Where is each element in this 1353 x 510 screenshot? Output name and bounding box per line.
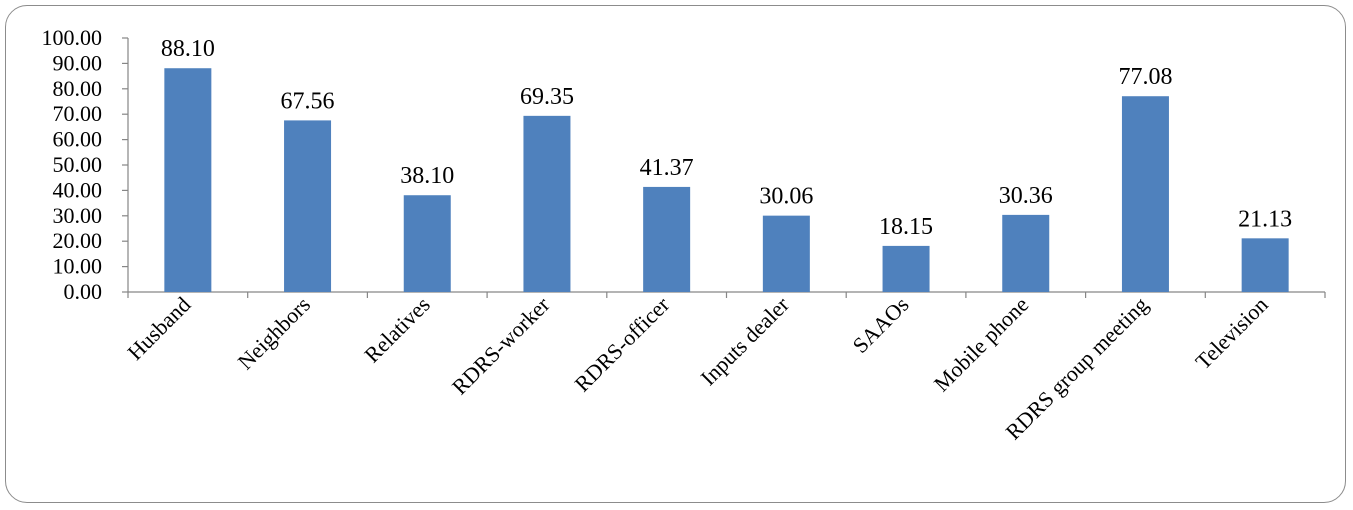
data-label: 21.13 [1238, 206, 1292, 232]
bars-group [164, 68, 1289, 292]
y-tick-label: 70.00 [53, 101, 103, 126]
data-label: 88.10 [161, 36, 215, 62]
category-label: Mobile phone [929, 292, 1034, 397]
bar-husband [164, 68, 212, 292]
bar-rdrs-officer [643, 186, 691, 292]
category-label: RDRS-worker [447, 291, 555, 399]
data-label: 41.37 [640, 155, 694, 181]
bar-relatives [403, 195, 451, 292]
data-label: 30.36 [999, 183, 1053, 209]
y-tick-label: 20.00 [53, 228, 103, 253]
data-label: 77.08 [1118, 64, 1172, 90]
y-tick-label: 50.00 [53, 152, 103, 177]
y-tick-label: 80.00 [53, 76, 103, 101]
y-tick-label: 40.00 [53, 177, 103, 202]
y-tick-label: 0.00 [64, 279, 103, 304]
x-axis [127, 291, 1326, 298]
data-label: 38.10 [400, 163, 454, 189]
category-label: Neighbors [233, 292, 315, 374]
category-label: SAAOs [847, 292, 913, 358]
y-tick-label: 30.00 [53, 203, 103, 228]
category-label: Relatives [359, 292, 435, 368]
bar-saaos [882, 245, 930, 292]
y-tick-label: 90.00 [53, 50, 103, 75]
data-labels-group: 88.10 67.56 38.10 69.35 41.37 30.06 18.15 30.36… [161, 36, 1292, 240]
bar-neighbors [284, 120, 332, 292]
y-tick-label: 100.00 [42, 25, 103, 50]
y-tick-label: 60.00 [53, 127, 103, 152]
bar-rdrs-worker [523, 115, 571, 292]
bar-television [1241, 238, 1289, 292]
category-label: Husband [122, 292, 195, 365]
bar-inputs-dealer [762, 215, 810, 292]
data-label: 67.56 [281, 88, 335, 114]
y-axis: 0.0010.0020.0030.0040.0050.0060.0070.008… [42, 25, 129, 304]
category-label: Inputs dealer [695, 291, 794, 390]
data-label: 18.15 [879, 214, 933, 240]
bar-rdrs-group-meeting [1121, 96, 1169, 292]
y-tick-label: 10.00 [53, 254, 103, 279]
category-label: RDRS-officer [570, 291, 675, 396]
data-label: 69.35 [520, 84, 574, 110]
data-label: 30.06 [759, 184, 813, 210]
bar-mobile-phone [1002, 214, 1050, 292]
category-label: Television [1190, 292, 1272, 374]
category-labels-group: Husband Neighbors Relatives RDRS-worker RDRS… [122, 291, 1272, 444]
